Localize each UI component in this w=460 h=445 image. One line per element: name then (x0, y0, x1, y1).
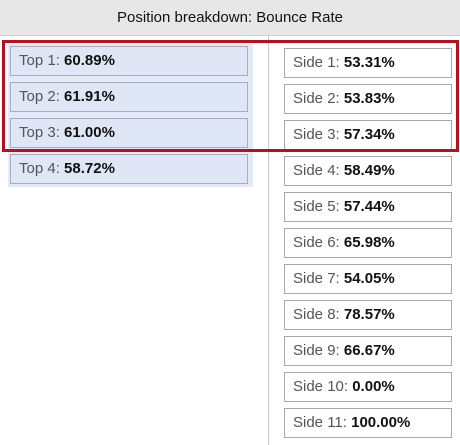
position-value: 53.31% (343, 54, 395, 71)
position-value: 58.49% (343, 162, 395, 179)
position-label: Top 3: (19, 124, 60, 141)
side-position-cell: Side 1: 53.31% (284, 48, 452, 78)
position-value: 57.44% (343, 198, 395, 215)
position-value: 100.00% (351, 414, 411, 431)
position-value: 60.89% (64, 52, 115, 69)
column-divider (268, 36, 269, 445)
top-positions-column: Top 1: 60.89% Top 2: 61.91% Top 3: 61.00… (8, 44, 253, 187)
position-label: Side 10: (293, 378, 349, 395)
side-position-cell: Side 6: 65.98% (284, 228, 452, 258)
position-label: Side 3: (293, 126, 340, 143)
top-position-cell: Top 2: 61.91% (10, 82, 248, 112)
side-position-cell: Side 4: 58.49% (284, 156, 452, 186)
position-label: Side 7: (293, 270, 340, 287)
position-label: Side 2: (293, 90, 340, 107)
position-label: Side 5: (293, 198, 340, 215)
position-label: Side 11: (293, 414, 347, 431)
position-value: 54.05% (343, 270, 395, 287)
position-value: 78.57% (343, 306, 395, 323)
position-label: Side 1: (293, 54, 340, 71)
position-label: Side 9: (293, 342, 340, 359)
top-position-cell: Top 1: 60.89% (10, 46, 248, 76)
position-value: 61.00% (64, 124, 115, 141)
position-label: Top 2: (19, 88, 60, 105)
position-value: 53.83% (343, 90, 395, 107)
position-value: 57.34% (343, 126, 395, 143)
position-value: 66.67% (343, 342, 395, 359)
position-label: Top 1: (19, 52, 60, 69)
position-value: 58.72% (64, 160, 115, 177)
position-label: Top 4: (19, 160, 60, 177)
position-value: 0.00% (352, 378, 395, 395)
position-value: 65.98% (343, 234, 395, 251)
side-position-cell: Side 7: 54.05% (284, 264, 452, 294)
side-position-cell: Side 5: 57.44% (284, 192, 452, 222)
position-value: 61.91% (64, 88, 115, 105)
side-position-cell: Side 3: 57.34% (284, 120, 452, 150)
side-position-cell: Side 2: 53.83% (284, 84, 452, 114)
side-position-cell: Side 10: 0.00% (284, 372, 452, 402)
side-position-cell: Side 8: 78.57% (284, 300, 452, 330)
side-positions-column: Side 1: 53.31% Side 2: 53.83% Side 3: 57… (284, 48, 452, 444)
position-label: Side 8: (293, 306, 340, 323)
page-title: Position breakdown: Bounce Rate (0, 0, 460, 36)
side-position-cell: Side 11: 100.00% (284, 408, 452, 438)
position-label: Side 6: (293, 234, 340, 251)
position-label: Side 4: (293, 162, 340, 179)
top-position-cell: Top 3: 61.00% (10, 118, 248, 148)
side-position-cell: Side 9: 66.67% (284, 336, 452, 366)
top-position-cell: Top 4: 58.72% (10, 154, 248, 184)
